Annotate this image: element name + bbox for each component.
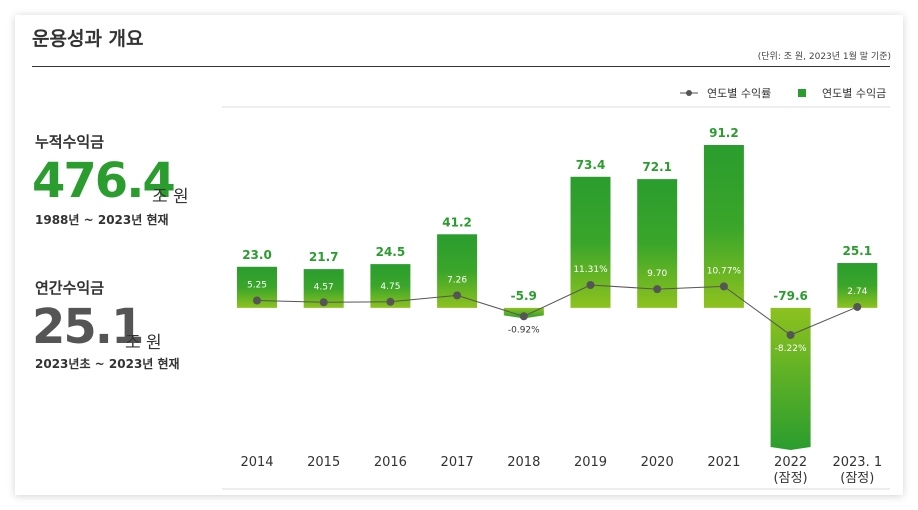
bar-value-label: 91.2 [709, 126, 739, 140]
legend-dot [686, 90, 692, 96]
line-point [319, 298, 328, 307]
bar-value-label: 23.0 [242, 248, 272, 262]
summary-label: 연간수익금 [35, 279, 105, 297]
line-point [719, 282, 728, 291]
title: 운용성과 개요 [32, 28, 144, 50]
x-tick-label: 2018 [507, 455, 541, 470]
bar-value-label: 25.1 [842, 244, 872, 258]
line-value-label: -0.92% [508, 325, 540, 335]
line-value-label: 7.26 [447, 275, 467, 285]
line-value-label: 10.77% [707, 266, 742, 276]
unit-note: (단위: 조 원, 2023년 1월 말 기준) [757, 52, 891, 62]
line-point [453, 291, 462, 300]
line-point [519, 312, 528, 321]
line-value-label: 9.70 [647, 269, 667, 279]
line-value-label: 11.31% [573, 265, 608, 275]
bar-value-label: 41.2 [442, 215, 472, 229]
summary-value: 476.4 [32, 153, 176, 209]
summary-label: 누적수익금 [35, 133, 105, 151]
x-tick-label: 2015 [307, 455, 341, 470]
line-point [853, 302, 862, 311]
line-point [653, 285, 662, 294]
bar-value-label: 24.5 [376, 245, 406, 259]
rule [32, 66, 890, 67]
x-tick-label: 2014 [240, 455, 274, 470]
x-tick-label: 2016 [373, 455, 407, 470]
bar [770, 307, 811, 450]
bar-value-label: -79.6 [773, 289, 808, 303]
x-tick-label: 2019 [573, 455, 608, 470]
summary-value: 25.1 [32, 299, 144, 355]
bar-value-label: -5.9 [511, 289, 537, 303]
card: 운용성과 개요 (단위: 조 원, 2023년 1월 말 기준) 누적수익금 4… [15, 15, 903, 495]
summary-period: 1988년 ~ 2023년 현재 [35, 213, 169, 227]
line [256, 284, 858, 336]
legend-label: 연도별 수익률 [707, 87, 771, 100]
line-value-label: 4.75 [380, 282, 400, 292]
line-value-label: -8.22% [775, 344, 807, 354]
line-point [253, 296, 261, 305]
summary-unit: 조 원 [152, 187, 189, 207]
x-tick-label: 2022 (잠정) [773, 455, 808, 486]
line-value-label: 2.74 [847, 287, 867, 297]
x-tick-label: 2021 [707, 455, 741, 470]
bar [703, 145, 744, 308]
line-value-label: 5.25 [247, 281, 267, 291]
summary-unit: 조 원 [125, 333, 162, 353]
line-point [386, 297, 395, 306]
x-tick-label: 2020 [640, 455, 674, 470]
line-value-label: 4.57 [314, 282, 334, 292]
bar-value-label: 72.1 [642, 160, 672, 174]
legend-label: 연도별 수익금 [822, 87, 886, 100]
x-tick-label: 2017 [440, 455, 474, 470]
bar-value-label: 21.7 [309, 250, 339, 264]
bar-value-label: 73.4 [576, 158, 606, 172]
x-tick-label: 2023. 1 (잠정) [832, 455, 883, 486]
line-point [786, 331, 795, 339]
legend-swatch [798, 89, 806, 97]
line-point [586, 281, 595, 289]
bar [837, 263, 878, 308]
summary-period: 2023년초 ~ 2023년 현재 [35, 357, 180, 371]
